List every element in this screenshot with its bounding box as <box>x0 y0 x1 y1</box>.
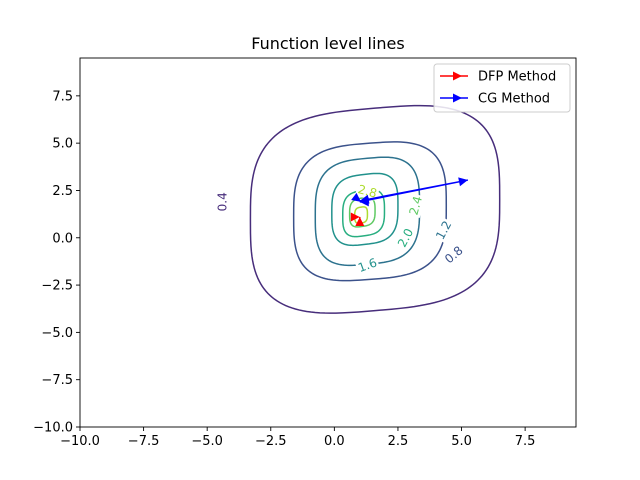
contours: 0.40.81.21.62.02.42.8 <box>215 104 501 314</box>
legend-item: DFP Method <box>440 70 556 85</box>
y-tick-label: 0.0 <box>52 231 73 246</box>
x-tick-label: −7.5 <box>128 434 160 449</box>
contour-label-gap <box>406 193 426 219</box>
contour-level-line <box>292 141 448 282</box>
contour-label: 2.8 <box>356 182 378 200</box>
legend: DFP Method CG Method <box>433 63 571 113</box>
y-tick-label: 5.0 <box>52 137 73 152</box>
contour-level-line <box>331 172 399 247</box>
x-tick-label: 7.5 <box>515 434 536 449</box>
y-tick-label: −10.0 <box>33 421 73 436</box>
chart-title: Function level lines <box>251 34 404 53</box>
contour-label: 0.4 <box>215 192 229 211</box>
series-path <box>350 212 365 226</box>
contour-label-gap <box>354 181 380 202</box>
contour-label-gap <box>432 217 456 244</box>
contour-label-gap <box>394 224 417 251</box>
contour-label: 1.6 <box>356 255 379 275</box>
legend-item: CG Method <box>440 92 550 107</box>
series-arrow-marker <box>355 216 365 226</box>
y-tick-label: −5.0 <box>41 326 73 341</box>
x-tick-label: −10.0 <box>60 434 100 449</box>
x-tick-label: 0.0 <box>324 434 345 449</box>
y-axis: −10.0 −7.5 −5.0 −2.5 0.0 2.5 5.0 7.5 <box>33 89 80 436</box>
series-arrow-marker <box>350 212 360 222</box>
series <box>350 177 469 226</box>
contour-label: 2.4 <box>407 195 425 217</box>
x-tick-label: 2.5 <box>388 434 409 449</box>
contour-label-gap <box>215 190 230 213</box>
y-tick-label: −7.5 <box>41 373 73 388</box>
contour-level-line <box>314 156 421 267</box>
series-arrow-marker <box>453 93 462 103</box>
x-tick-label: −5.0 <box>191 434 223 449</box>
contour-label-gap <box>354 254 381 276</box>
series-arrow-marker <box>458 177 468 187</box>
series-arrow-marker <box>453 71 462 81</box>
legend-label: DFP Method <box>478 70 556 85</box>
contour-label-gap <box>440 242 467 268</box>
x-tick-label: −2.5 <box>255 434 287 449</box>
y-tick-label: −2.5 <box>41 279 73 294</box>
y-tick-label: 2.5 <box>52 184 73 199</box>
series-path <box>351 177 469 207</box>
legend-label: CG Method <box>478 92 550 107</box>
y-tick-label: 7.5 <box>52 89 73 104</box>
axes-frame <box>79 57 577 428</box>
series-arrow-marker <box>351 192 362 202</box>
x-axis: −10.0 −7.5 −5.0 −2.5 0.0 2.5 5.0 7.5 <box>60 427 535 449</box>
series-arrow-marker <box>359 197 369 207</box>
x-tick-label: 5.0 <box>451 434 472 449</box>
